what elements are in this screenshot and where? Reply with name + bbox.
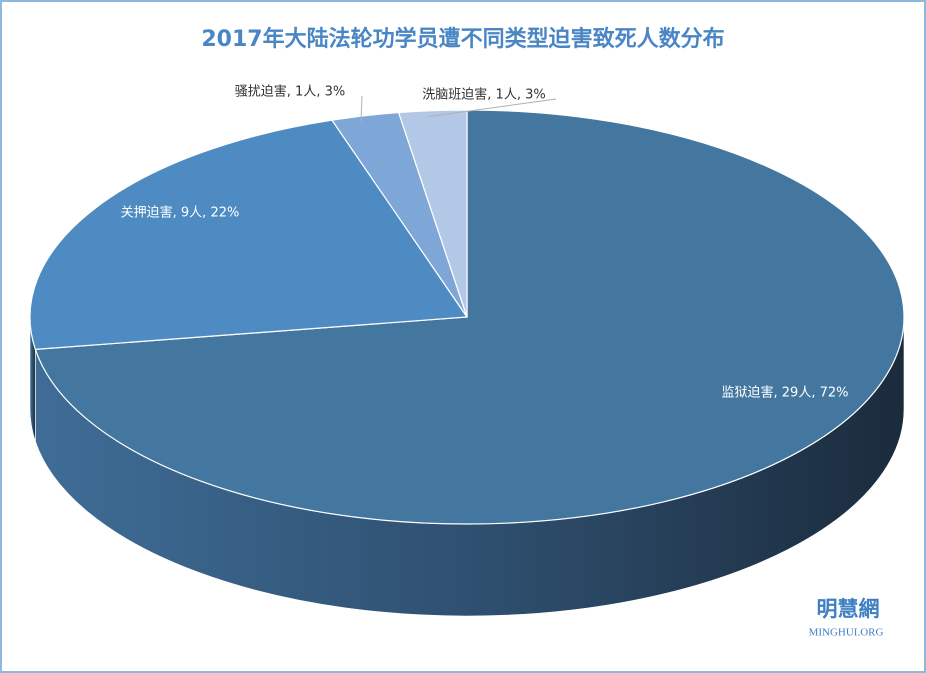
slice [397,109,468,318]
slice [29,119,469,351]
slice [34,109,905,525]
watermark-site: MINGHUI.ORG [809,627,884,639]
watermark-name: 明慧網 [817,597,880,621]
data-label: 骚扰迫害, 1人, 3% [235,84,345,100]
leader-line [360,95,363,122]
data-label: 洗脑班迫害, 1人, 3% [422,87,545,103]
pie: 监狱迫害, 29人, 72% 关押迫害, 9人, 22% 骚扰迫害, 1人, 3% 洗… [29,84,905,617]
data-label: 监狱迫害, 29人, 72% [722,385,849,401]
chart-title: 2017年大陆法轮功学员遭不同类型迫害致死人数分布 [201,26,724,52]
data-label: 关押迫害, 9人, 22% [121,205,240,221]
leader-line [428,98,557,118]
